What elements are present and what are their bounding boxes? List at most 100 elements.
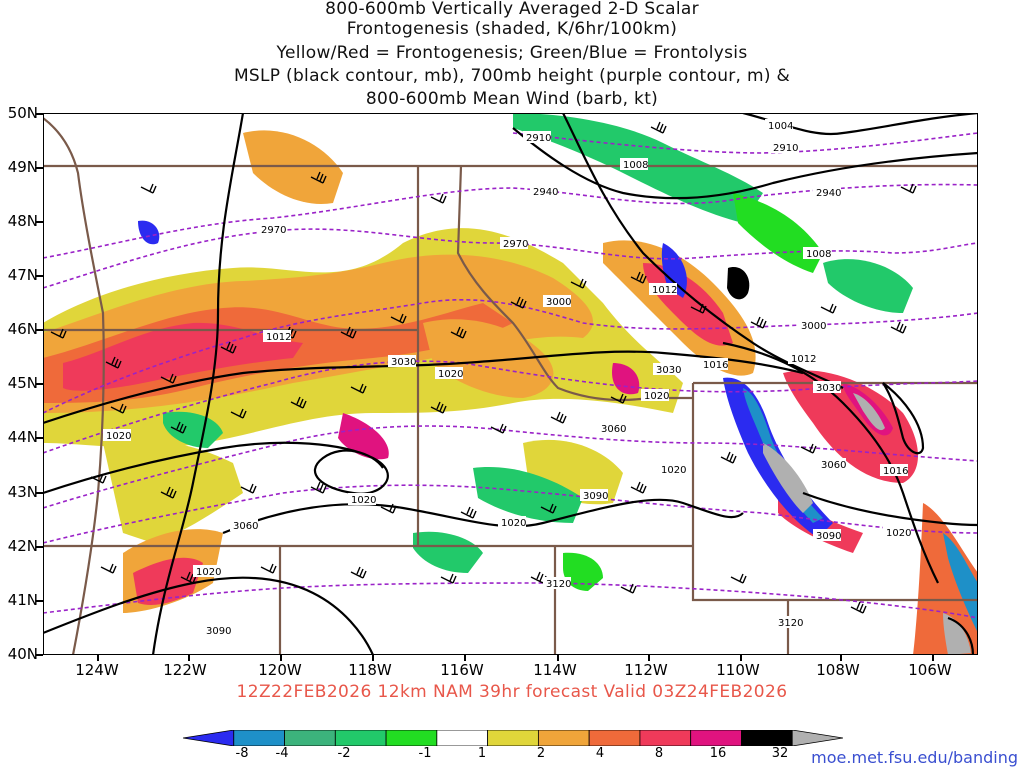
height-label: 3090 <box>203 624 231 637</box>
frontogenesis-shade <box>103 439 243 543</box>
state-borders <box>43 117 978 655</box>
frontolysis-shade <box>943 533 978 633</box>
svg-text:1020: 1020 <box>196 567 221 578</box>
forecast-caption: 12Z22FEB2026 12km NAM 39hr forecast Vali… <box>236 682 788 702</box>
svg-text:3000: 3000 <box>801 321 826 332</box>
lat-tick <box>36 329 43 331</box>
frontogenesis-shade <box>853 393 885 431</box>
mslp-contour <box>562 113 844 389</box>
frontolysis-shade <box>473 467 583 523</box>
wind-barb <box>430 401 447 414</box>
svg-text:3030: 3030 <box>391 357 416 368</box>
lon-tick <box>372 655 374 661</box>
svg-text:1020: 1020 <box>106 431 131 442</box>
frontogenesis-shade <box>943 613 971 655</box>
state-border <box>691 383 978 602</box>
wind-barb <box>380 503 397 514</box>
svg-text:3000: 3000 <box>546 297 571 308</box>
wind-barb <box>540 503 557 514</box>
lat-tick <box>36 437 43 439</box>
lat-label-40n: 40N <box>7 645 38 663</box>
state-border <box>43 117 105 655</box>
height-label: 3120 <box>775 616 803 629</box>
wind-barb <box>160 373 177 384</box>
svg-text:1020: 1020 <box>644 391 669 402</box>
colorbar-label: 16 <box>709 746 727 761</box>
wind-barbs <box>50 121 917 614</box>
lat-tick <box>36 654 43 656</box>
frontogenesis-map: 1004 1008 1008 1012 1012 1016 1012 1016 … <box>43 113 978 655</box>
mslp-label: 1020 <box>498 516 526 529</box>
colorbar-cell <box>436 730 489 746</box>
svg-text:1020: 1020 <box>886 528 911 539</box>
height-label: 3090 <box>580 489 608 502</box>
lon-label-110w: 110W <box>716 661 760 679</box>
lat-tick <box>36 113 43 115</box>
svg-text:3120: 3120 <box>546 579 571 590</box>
colorbar-cell <box>791 730 843 746</box>
frontogenesis-shade <box>63 322 303 391</box>
mslp-label: 1012 <box>788 352 816 365</box>
frontolysis-shade <box>743 388 823 523</box>
mslp-contour <box>947 616 975 655</box>
height-label: 3030 <box>653 363 681 376</box>
wind-barb <box>570 278 587 289</box>
lon-tick <box>648 655 650 661</box>
wind-barb <box>220 341 237 354</box>
wind-barb <box>170 421 187 434</box>
lon-tick <box>280 655 282 661</box>
wind-barb <box>430 193 447 204</box>
height-label: 3060 <box>598 422 626 435</box>
height-label: 2970 <box>500 237 528 250</box>
lat-label-42n: 42N <box>7 537 38 555</box>
wind-barb <box>850 601 867 614</box>
svg-text:1020: 1020 <box>351 495 376 506</box>
colorbar-label: 1 <box>477 746 487 761</box>
svg-text:1020: 1020 <box>438 369 463 380</box>
colorbar-cell <box>183 730 235 746</box>
wind-barb <box>630 271 647 284</box>
svg-text:2910: 2910 <box>526 133 551 144</box>
svg-text:2970: 2970 <box>503 239 528 250</box>
wind-barb <box>260 563 277 574</box>
frontolysis-shade <box>413 531 483 573</box>
svg-text:1008: 1008 <box>623 160 648 171</box>
wind-barb <box>290 396 307 409</box>
frontogenesis-shade <box>727 267 750 300</box>
lon-label-116w: 116W <box>440 661 484 679</box>
svg-text:3060: 3060 <box>233 521 258 532</box>
height-contour <box>43 582 978 619</box>
wind-barb <box>630 481 647 494</box>
state-border <box>456 165 693 402</box>
colorbar-cell <box>741 730 793 746</box>
lat-label-43n: 43N <box>7 483 38 501</box>
svg-text:3060: 3060 <box>821 460 846 471</box>
svg-text:2970: 2970 <box>261 225 286 236</box>
wind-barb <box>610 393 627 404</box>
lat-tick <box>36 167 43 169</box>
height-contour <box>43 298 978 414</box>
svg-text:3090: 3090 <box>583 491 608 502</box>
wind-barb <box>50 328 67 339</box>
wind-barb <box>350 566 367 579</box>
mslp-label: 1020 <box>435 367 463 380</box>
colorbar-label: -4 <box>275 746 289 761</box>
height-contour <box>43 484 978 544</box>
frontogenesis-shade <box>913 503 978 655</box>
wind-barb <box>690 303 707 314</box>
wind-barb <box>310 481 327 494</box>
wind-barb <box>720 451 737 464</box>
wind-barb <box>750 316 767 329</box>
svg-text:3090: 3090 <box>206 626 231 637</box>
lat-tick <box>36 600 43 602</box>
wind-barb <box>440 573 457 584</box>
svg-text:1012: 1012 <box>266 332 291 343</box>
mslp-contours <box>43 113 978 655</box>
frontolysis-shade <box>163 411 223 448</box>
mslp-contour <box>512 127 978 200</box>
lat-label-47n: 47N <box>7 266 38 284</box>
mslp-label: 1008 <box>803 247 831 260</box>
title-line-2: Frontogenesis (shaded, K/6hr/100km) <box>346 19 678 39</box>
wind-barb <box>105 356 122 369</box>
lat-label-46n: 46N <box>7 320 38 338</box>
